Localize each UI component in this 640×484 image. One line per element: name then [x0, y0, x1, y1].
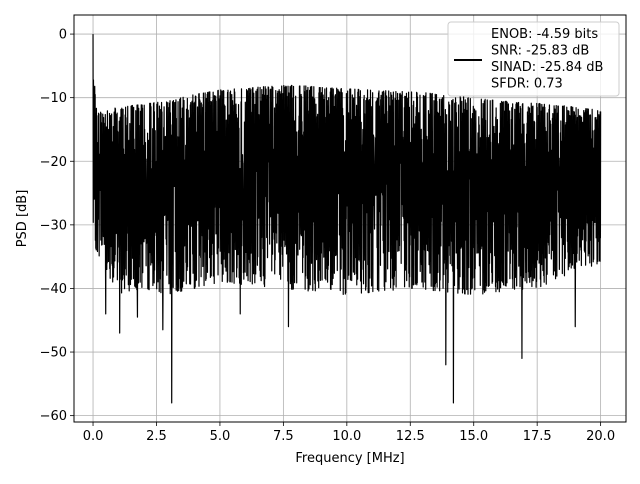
- x-tick-label: 17.5: [523, 429, 552, 444]
- x-tick-label: 0.0: [83, 429, 104, 444]
- legend-box: [447, 21, 620, 97]
- x-tick-label: 12.5: [396, 429, 425, 444]
- y-tick-label: −60: [40, 409, 67, 424]
- ticks: 0.0 2.5 5.0 7.5 10.0 12.5 15.0 17.5 20.0 0 −10 −20 −…: [40, 28, 616, 444]
- legend-entry-snr: SNR: -25.83 dB: [491, 44, 589, 59]
- y-tick-label: −20: [40, 155, 67, 170]
- x-tick-label: 7.5: [273, 429, 294, 444]
- psd-series-line: [92, 34, 602, 404]
- x-axis-label: Frequency [MHz]: [295, 451, 404, 466]
- x-tick-label: 15.0: [459, 429, 488, 444]
- x-tick-label: 2.5: [146, 429, 167, 444]
- x-tick-label: 10.0: [332, 429, 361, 444]
- y-axis-label: PSD [dB]: [15, 190, 30, 248]
- legend-entry-sinad: SINAD: -25.84 dB: [491, 60, 603, 75]
- plot-frame: [73, 14, 627, 423]
- legend: ENOB: -4.59 bits SNR: -25.83 dB SINAD: -…: [447, 21, 620, 97]
- x-tick-label: 20.0: [586, 429, 615, 444]
- y-tick-label: −50: [40, 346, 67, 361]
- series-layer: [92, 34, 602, 404]
- y-tick-label: −30: [40, 218, 67, 233]
- x-tick-label: 5.0: [210, 429, 231, 444]
- y-tick-label: −40: [40, 282, 67, 297]
- y-tick-label: 0: [59, 28, 67, 43]
- legend-entry-sfdr: SFDR: 0.73: [491, 77, 563, 92]
- y-tick-label: −10: [40, 91, 67, 106]
- legend-entry-enob: ENOB: -4.59 bits: [491, 27, 598, 42]
